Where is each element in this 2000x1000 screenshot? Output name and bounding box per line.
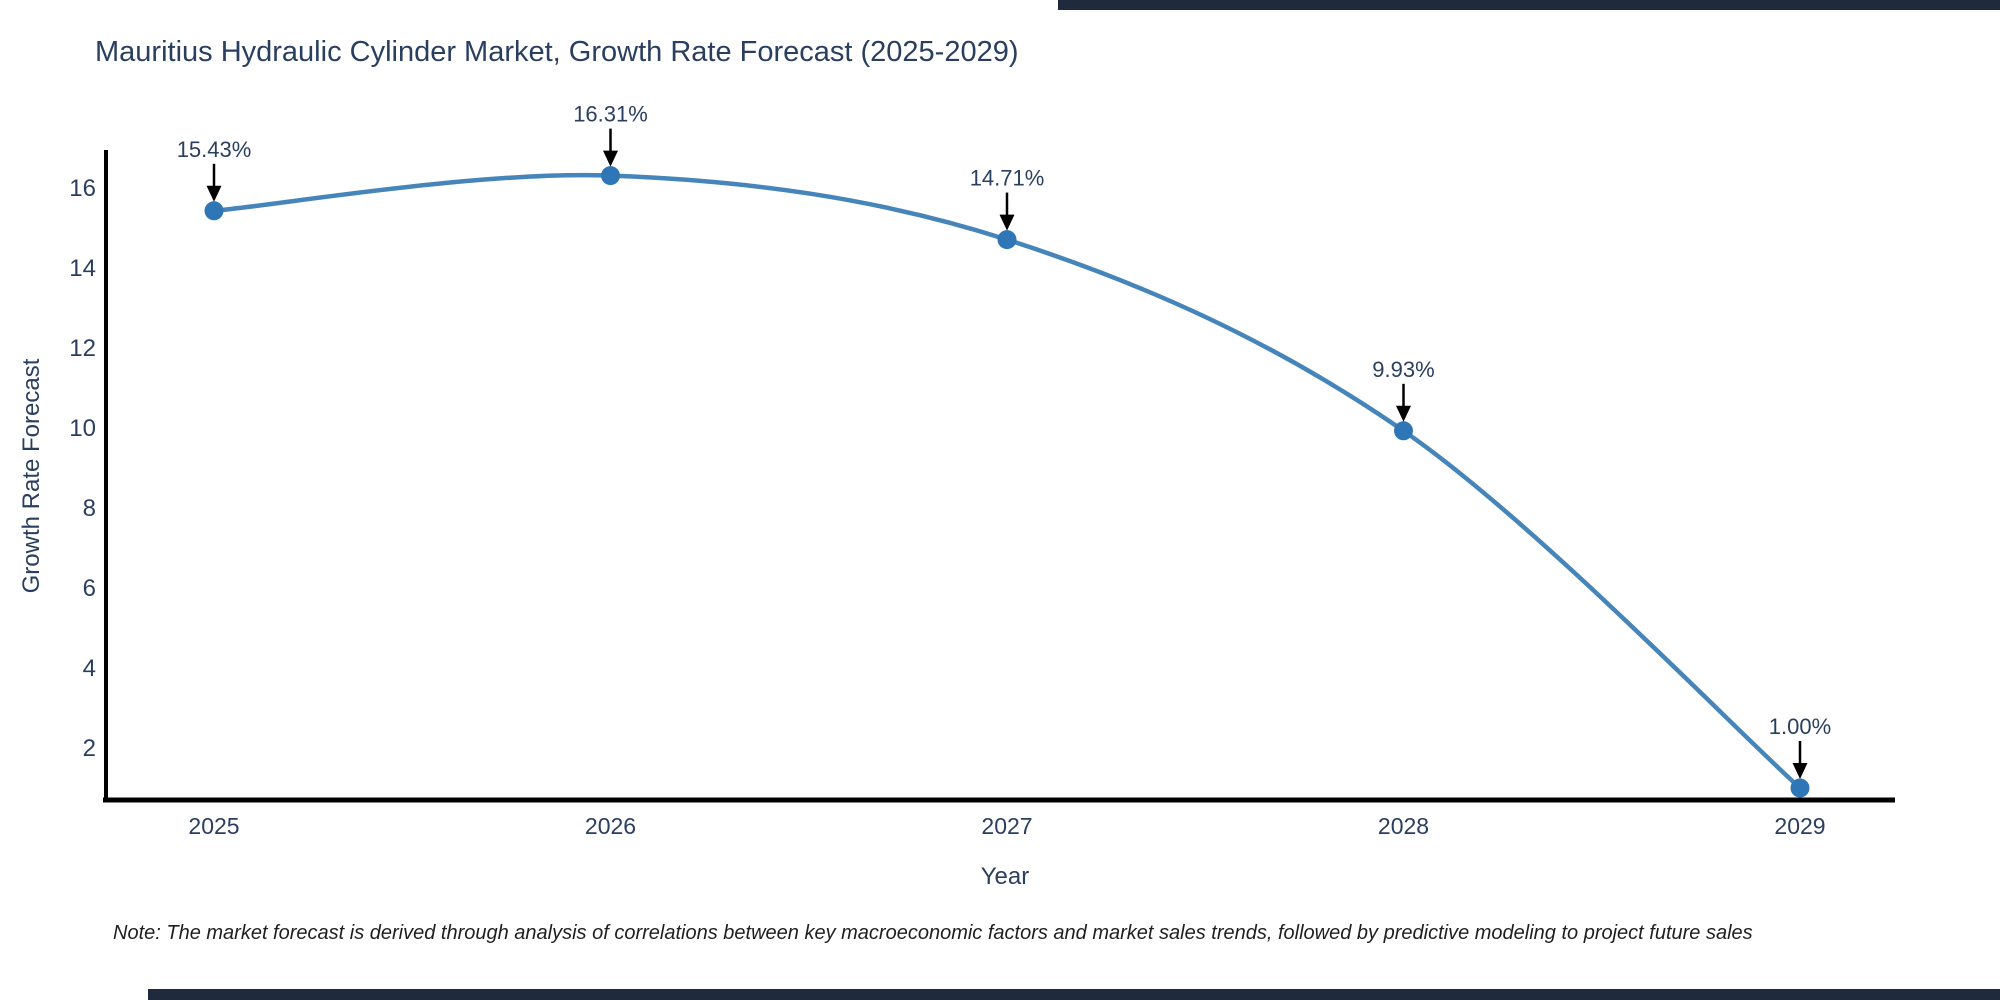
y-tick-label: 2: [83, 735, 96, 762]
bottom-edge-bar: [148, 989, 2000, 1000]
data-point-label: 15.43%: [177, 137, 252, 162]
data-point-label: 9.93%: [1372, 357, 1434, 382]
data-point-marker[interactable]: [204, 201, 224, 221]
annotation-arrowhead-icon: [1396, 405, 1411, 422]
data-point-label: 14.71%: [970, 166, 1045, 191]
chart-title: Mauritius Hydraulic Cylinder Market, Gro…: [95, 36, 1019, 68]
x-axis-title: Year: [980, 863, 1030, 890]
y-tick-label: 12: [69, 335, 96, 362]
data-point-label: 1.00%: [1769, 714, 1831, 739]
y-tick-label: 16: [69, 175, 96, 202]
y-tick-label: 4: [83, 655, 96, 682]
x-tick-label: 2025: [188, 813, 239, 839]
data-point-marker[interactable]: [601, 166, 620, 186]
annotation-arrowhead-icon: [206, 185, 222, 202]
forecast-line: [211, 172, 1803, 791]
data-point-marker[interactable]: [997, 230, 1017, 250]
x-tick-label: 2026: [585, 813, 636, 839]
data-point-label: 16.31%: [573, 102, 648, 127]
annotation-arrowhead-icon: [999, 214, 1015, 231]
annotation-arrowhead-icon: [1792, 763, 1808, 779]
y-tick-label: 10: [69, 415, 96, 442]
top-edge-bar: [1058, 0, 2000, 10]
y-tick-label: 14: [69, 255, 96, 282]
x-tick-label: 2029: [1774, 813, 1825, 839]
x-tick-label: 2027: [981, 813, 1032, 839]
y-tick-label: 6: [83, 575, 96, 602]
footnote: Note: The market forecast is derived thr…: [113, 922, 1753, 944]
x-tick-label: 2028: [1378, 813, 1429, 839]
y-tick-label: 8: [83, 495, 96, 522]
data-point-marker[interactable]: [1394, 421, 1413, 441]
annotation-arrowhead-icon: [603, 150, 618, 167]
data-point-marker[interactable]: [1790, 778, 1810, 798]
